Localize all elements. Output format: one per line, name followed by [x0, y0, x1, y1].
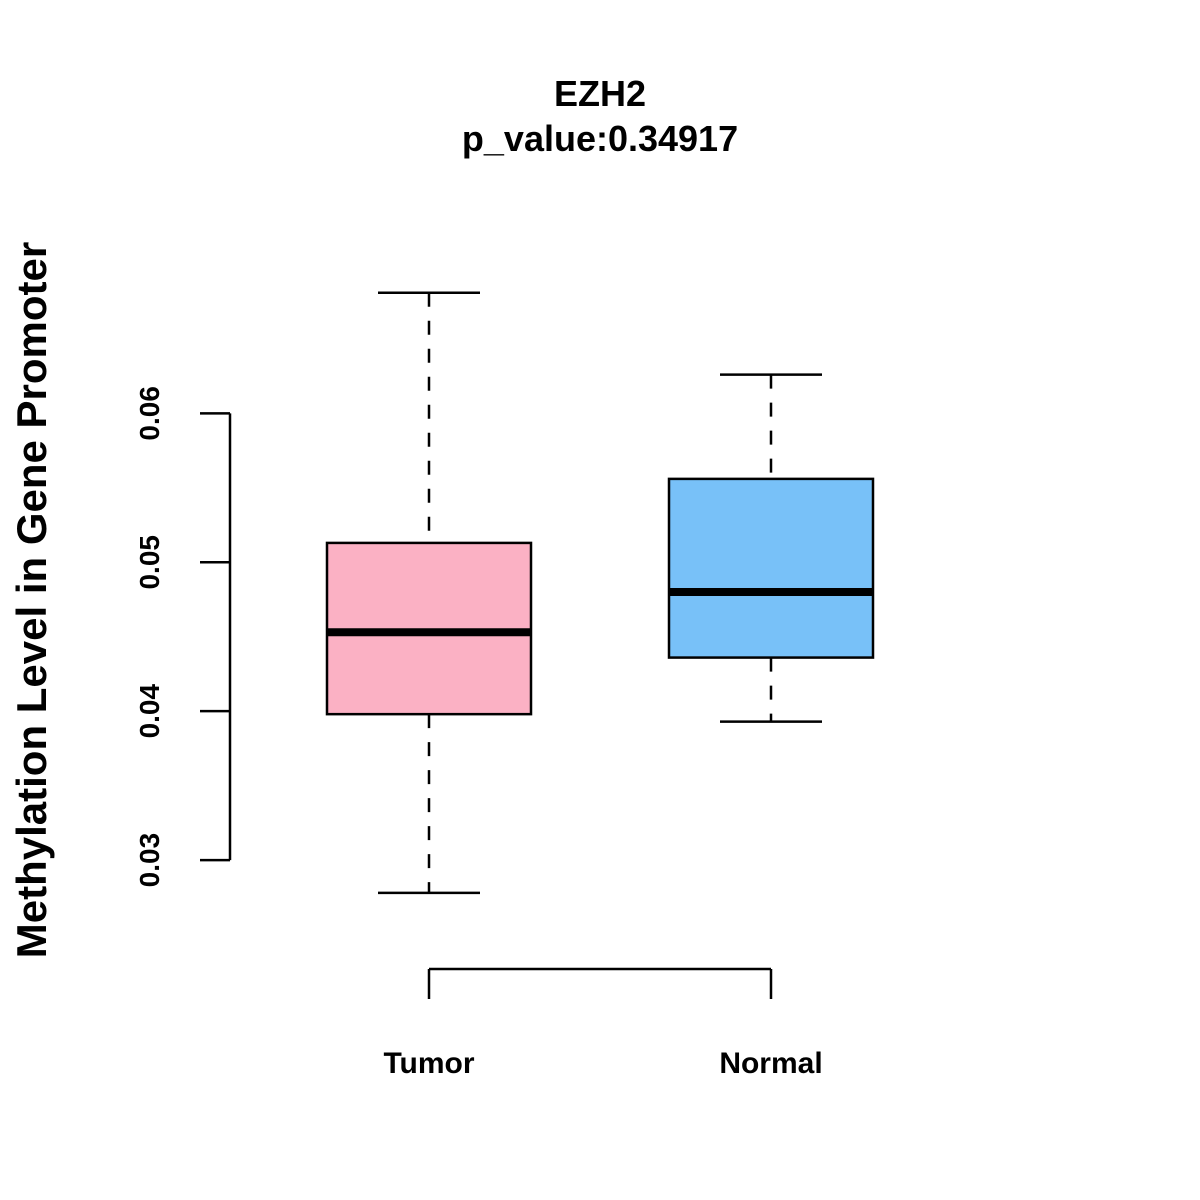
x-tick-label: Tumor — [383, 1047, 474, 1080]
chart-title: EZH2 — [554, 73, 646, 114]
iqr-box — [667, 477, 875, 659]
y-tick-label: 0.04 — [134, 684, 165, 739]
x-axis: Tumor Normal — [383, 967, 823, 1080]
y-tick-label: 0.06 — [134, 386, 165, 441]
y-axis-label: Methylation Level in Gene Promoter — [8, 242, 55, 958]
box-normal — [667, 373, 875, 723]
box-series — [325, 291, 875, 895]
y-axis: 0.03 0.04 0.05 0.06 — [134, 386, 232, 888]
x-tick-label: Normal — [719, 1047, 822, 1080]
y-tick-label: 0.05 — [134, 535, 165, 590]
y-tick-label: 0.03 — [134, 833, 165, 888]
chart-subtitle: p_value:0.34917 — [462, 118, 738, 159]
box-tumor — [325, 291, 533, 895]
